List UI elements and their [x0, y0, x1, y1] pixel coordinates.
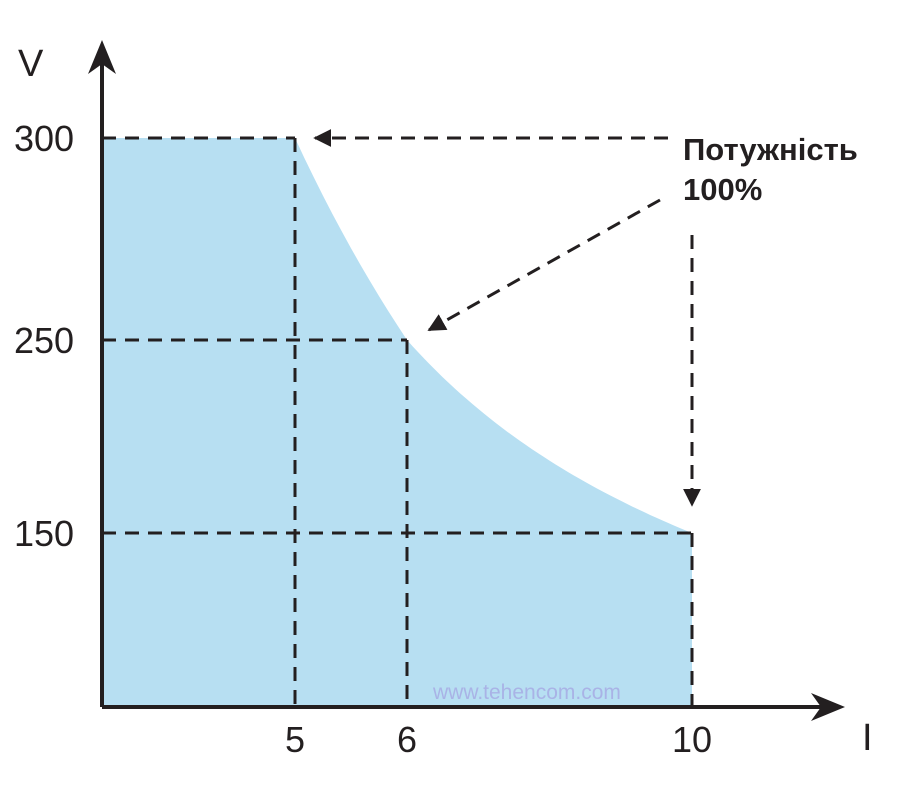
x-tick-label-6: 6: [397, 719, 417, 760]
watermark: www.tehencom.com: [432, 681, 621, 704]
x-tick-label-10: 10: [672, 719, 712, 760]
annotation-arrows: [313, 129, 701, 507]
guide-lines: [102, 136, 694, 707]
annotation-line-1: Потужність: [683, 132, 858, 167]
x-axis-label: I: [862, 717, 873, 759]
y-tick-label-250: 250: [14, 320, 74, 361]
y-axis-label: V: [18, 43, 44, 85]
arrow-to-point-2: [427, 198, 661, 332]
y-tick-label-300: 300: [14, 118, 74, 159]
annotation-line-2: 100%: [683, 172, 762, 207]
y-axis-arrow-icon: [88, 40, 116, 74]
axes: [88, 40, 845, 721]
x-tick-label-5: 5: [285, 719, 305, 760]
x-tick-labels: 5 6 10: [285, 719, 712, 760]
y-tick-label-150: 150: [14, 513, 74, 554]
y-tick-labels: 300 250 150: [14, 118, 74, 554]
operating-area: [102, 138, 692, 707]
x-axis-arrow-icon: [811, 693, 845, 721]
